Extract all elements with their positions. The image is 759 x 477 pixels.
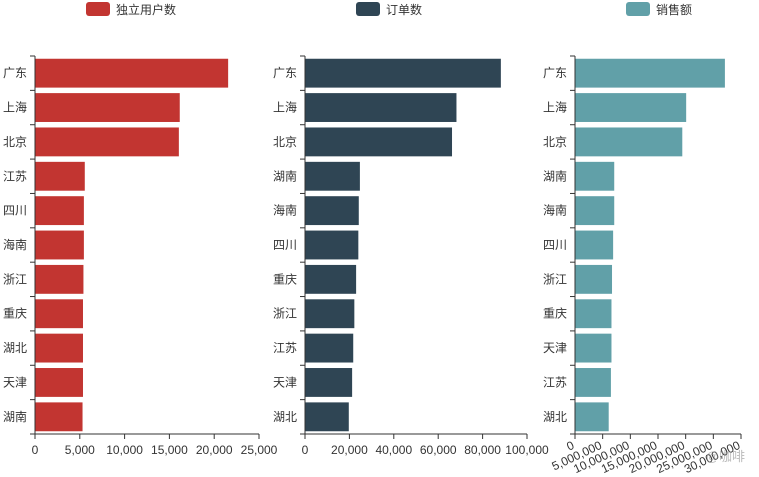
bar [575, 58, 725, 88]
category-label: 天津 [3, 375, 27, 389]
category-label: 四川 [543, 238, 567, 252]
category-label: 天津 [543, 341, 567, 355]
bar [35, 299, 83, 329]
x-tick-label: 80,000 [464, 443, 501, 457]
legend-unique-users[interactable]: 独立用户数 [86, 0, 176, 18]
bar [35, 58, 229, 88]
category-label: 重庆 [543, 307, 567, 321]
bar [305, 333, 354, 363]
category-label: 四川 [3, 204, 27, 218]
legend-swatch-sales [626, 2, 650, 16]
category-label: 湖南 [273, 168, 297, 183]
legend-sales[interactable]: 销售额 [626, 0, 692, 18]
bar [305, 93, 457, 122]
category-label: 浙江 [273, 307, 297, 321]
bar [575, 127, 683, 157]
x-tick-label: 5,000 [65, 443, 95, 457]
category-label: 海南 [3, 237, 27, 252]
bar [575, 402, 609, 432]
category-label: 四川 [273, 238, 297, 252]
bar [575, 333, 612, 363]
legend-label-sales: 销售额 [656, 2, 693, 17]
bar [575, 368, 611, 397]
bar [305, 368, 353, 397]
bar [305, 264, 357, 294]
bar [35, 368, 83, 397]
x-tick-label: 15,000 [151, 443, 188, 457]
x-tick-label: 25,000 [241, 443, 278, 457]
category-label: 湖北 [543, 409, 567, 424]
bar [305, 127, 453, 157]
x-tick-label: 60,000 [420, 443, 457, 457]
category-label: 广东 [3, 66, 27, 80]
bar [35, 333, 83, 363]
watermark: @咖啡 [705, 449, 745, 464]
category-label: 广东 [273, 66, 297, 80]
category-label: 江苏 [273, 341, 297, 355]
bar [305, 161, 360, 191]
bar [35, 230, 84, 260]
category-label: 湖南 [3, 409, 27, 424]
bar [305, 58, 501, 88]
category-label: 湖北 [3, 340, 27, 355]
legend-swatch-orders [356, 2, 380, 16]
bar [35, 196, 84, 226]
category-label: 江苏 [3, 169, 27, 183]
category-label: 江苏 [543, 375, 567, 389]
bar [305, 402, 349, 432]
bar [575, 230, 614, 260]
bar [305, 196, 359, 226]
bar [575, 196, 615, 226]
bar [575, 93, 687, 122]
category-label: 浙江 [543, 272, 567, 286]
x-tick-label: 100,000 [505, 443, 549, 457]
category-label: 浙江 [3, 272, 27, 286]
category-label: 北京 [543, 135, 567, 149]
category-label: 北京 [3, 135, 27, 149]
category-label: 重庆 [3, 307, 27, 321]
bar [575, 161, 615, 191]
category-label: 天津 [273, 375, 297, 389]
x-tick-label: 0 [32, 443, 39, 457]
bar [575, 299, 612, 329]
category-label: 重庆 [273, 272, 297, 286]
legend-swatch-unique-users [86, 2, 110, 16]
bar [35, 264, 84, 294]
category-label: 广东 [543, 66, 567, 80]
bar [35, 127, 179, 157]
x-tick-label: 10,000 [106, 443, 143, 457]
bar [575, 264, 613, 294]
category-label: 海南 [543, 203, 567, 218]
bar [35, 161, 85, 191]
bar [305, 299, 355, 329]
category-label: 上海 [3, 100, 27, 115]
legend-label-orders: 订单数 [386, 2, 423, 17]
chart-panel-2: 广东上海北京湖南海南四川浙江重庆天津江苏湖北05,000,00010,000,0… [543, 55, 743, 476]
x-tick-label: 40,000 [375, 443, 412, 457]
category-label: 湖北 [273, 409, 297, 424]
category-label: 湖南 [543, 168, 567, 183]
x-tick-label: 0 [302, 443, 309, 457]
category-label: 北京 [273, 135, 297, 149]
legend-orders[interactable]: 订单数 [356, 0, 422, 18]
bar [35, 402, 83, 432]
category-label: 上海 [543, 100, 567, 115]
x-tick-label: 20,000 [331, 443, 368, 457]
category-label: 上海 [273, 100, 297, 115]
category-label: 海南 [273, 203, 297, 218]
x-tick-label: 20,000 [196, 443, 233, 457]
legend-label-unique-users: 独立用户数 [116, 2, 177, 17]
bar [305, 230, 359, 260]
bar [35, 93, 180, 122]
